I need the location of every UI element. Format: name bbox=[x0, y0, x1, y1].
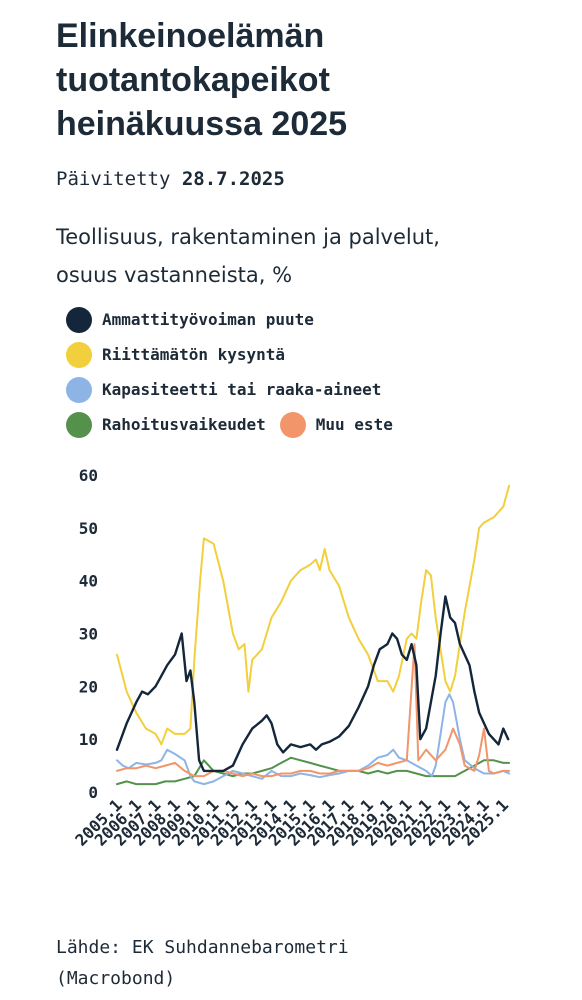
legend-label-muu: Muu este bbox=[315, 415, 393, 434]
source-line-1: Lähde: EK Suhdannebarometri bbox=[56, 937, 349, 958]
legend-dot-kapasiteetti bbox=[66, 376, 92, 403]
legend-label-ammattityovoima: Ammattityövoiman puute bbox=[102, 310, 314, 329]
legend-label-kapasiteetti: Kapasiteetti tai raaka-aineet bbox=[102, 380, 382, 399]
source-note: Lähde: EK Suhdannebarometri (Macrobond) bbox=[56, 932, 349, 994]
updated-date: 28.7.2025 bbox=[181, 168, 285, 190]
title-line-2: tuotantokapeikot bbox=[56, 61, 330, 99]
legend-item-kapasiteetti: Kapasiteetti tai raaka-aineet bbox=[66, 376, 382, 403]
legend-dot-kysynta bbox=[66, 341, 92, 368]
legend-item-ammattityovoima: Ammattityövoiman puute bbox=[66, 306, 314, 333]
y-tick-label: 20 bbox=[79, 677, 98, 696]
y-tick-label: 0 bbox=[88, 783, 98, 802]
subtitle-line-2: osuus vastanneista, % bbox=[56, 263, 293, 287]
legend-item-kysynta: Riittämätön kysyntä bbox=[66, 341, 286, 368]
title-line-3: heinäkuussa 2025 bbox=[56, 105, 348, 143]
y-tick-label: 50 bbox=[79, 519, 98, 538]
line-chart: 0 10 20 30 40 50 60 2005.12006.12007.12008.120… bbox=[71, 466, 512, 850]
legend-item-muu: Muu este bbox=[279, 411, 393, 438]
legend-label-rahoitus: Rahoitusvaikeudet bbox=[102, 415, 266, 434]
legend-dot-muu bbox=[279, 411, 306, 438]
plot-area bbox=[115, 484, 511, 786]
y-tick-label: 10 bbox=[79, 730, 98, 749]
chart-subtitle: Teollisuus, rakentaminen ja palvelut, os… bbox=[56, 218, 556, 294]
series-line-kapasiteetti bbox=[116, 693, 511, 786]
updated-line: Päivitetty 28.7.2025 bbox=[56, 168, 285, 190]
updated-label: Päivitetty bbox=[56, 168, 171, 190]
y-tick-label: 40 bbox=[79, 572, 98, 591]
chart-title: Elinkeinoelämän tuotantokapeikot heinäku… bbox=[56, 14, 556, 146]
y-tick-label: 30 bbox=[79, 625, 98, 644]
legend-label-kysynta: Riittämätön kysyntä bbox=[102, 345, 286, 364]
legend-dot-rahoitus bbox=[66, 411, 92, 438]
source-line-2: (Macrobond) bbox=[56, 968, 176, 989]
subtitle-line-1: Teollisuus, rakentaminen ja palvelut, bbox=[56, 225, 440, 249]
legend: Ammattityövoiman puute Riittämätön kysyn… bbox=[66, 302, 407, 442]
legend-item-rahoitus: Rahoitusvaikeudet bbox=[66, 411, 266, 438]
series-line-rahoitus bbox=[116, 756, 511, 786]
series-line-ammattityovoima bbox=[115, 595, 510, 773]
title-line-1: Elinkeinoelämän bbox=[56, 17, 325, 55]
x-axis: 2005.12006.12007.12008.12009.12010.12011… bbox=[71, 795, 512, 849]
legend-dot-ammattityovoima bbox=[66, 306, 92, 333]
y-tick-label: 60 bbox=[79, 466, 98, 485]
series-line-kysynta bbox=[116, 484, 511, 746]
y-axis: 0 10 20 30 40 50 60 bbox=[79, 466, 98, 802]
series-line-muu bbox=[116, 643, 511, 778]
